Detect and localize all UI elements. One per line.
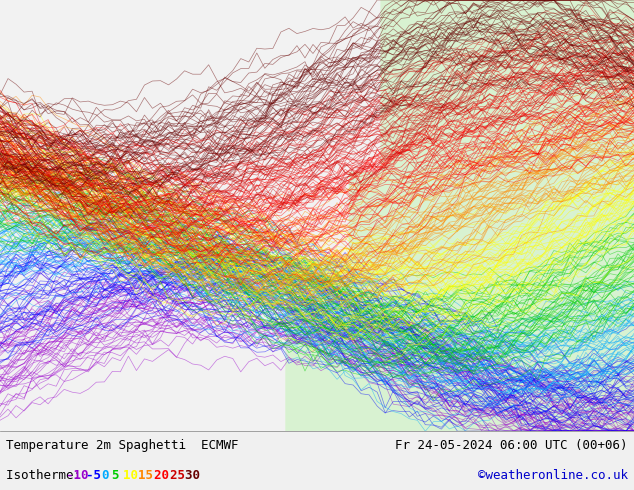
Text: 30: 30 [185, 469, 208, 482]
Text: 15: 15 [138, 469, 161, 482]
Text: 25: 25 [170, 469, 192, 482]
Text: 5: 5 [112, 469, 127, 482]
Text: Temperature 2m Spaghetti  ECMWF: Temperature 2m Spaghetti ECMWF [6, 440, 239, 452]
Text: 0: 0 [102, 469, 117, 482]
Text: ©weatheronline.co.uk: ©weatheronline.co.uk [477, 469, 628, 482]
Text: -5: -5 [86, 469, 109, 482]
Text: -10: -10 [66, 469, 96, 482]
Text: 20: 20 [154, 469, 176, 482]
Text: Isotherme:: Isotherme: [6, 469, 89, 482]
Text: 10: 10 [123, 469, 145, 482]
Text: Fr 24-05-2024 06:00 UTC (00+06): Fr 24-05-2024 06:00 UTC (00+06) [395, 440, 628, 452]
